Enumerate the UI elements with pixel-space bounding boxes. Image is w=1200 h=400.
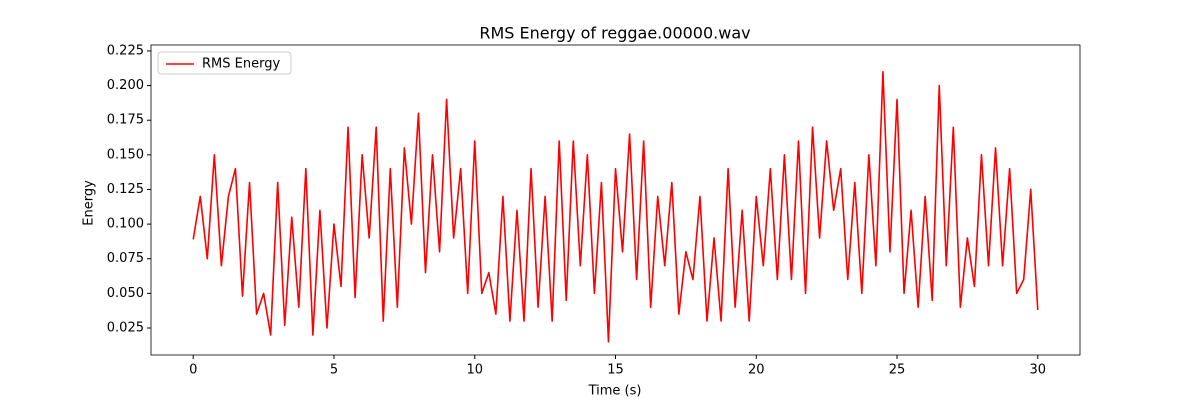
- y-tick-label: 0.125: [107, 182, 144, 197]
- x-tick-label: 10: [466, 363, 483, 378]
- y-tick-label: 0.200: [107, 78, 144, 93]
- x-tick-label: 15: [607, 363, 624, 378]
- y-tick-label: 0.100: [107, 217, 144, 232]
- chart-title: RMS Energy of reggae.00000.wav: [479, 24, 750, 43]
- x-tick-label: 30: [1029, 363, 1046, 378]
- line-series: [192, 70, 1039, 343]
- y-tick-label: 0.075: [107, 251, 144, 266]
- x-tick-label: 0: [189, 363, 197, 378]
- y-tick-label: 0.025: [107, 320, 144, 335]
- y-tick-label: 0.225: [107, 43, 144, 58]
- y-axis-label: Energy: [82, 180, 97, 226]
- legend-label: RMS Energy: [202, 57, 280, 72]
- plot-frame: [150, 44, 1081, 356]
- y-tick-label: 0.150: [107, 147, 144, 162]
- x-tick-label: 5: [330, 363, 338, 378]
- legend-box: [157, 51, 292, 75]
- x-axis-label: Time (s): [588, 384, 642, 399]
- y-tick-label: 0.175: [107, 113, 144, 128]
- x-tick-label: 25: [889, 363, 906, 378]
- x-tick-label: 20: [748, 363, 765, 378]
- y-tick-label: 0.050: [107, 286, 144, 301]
